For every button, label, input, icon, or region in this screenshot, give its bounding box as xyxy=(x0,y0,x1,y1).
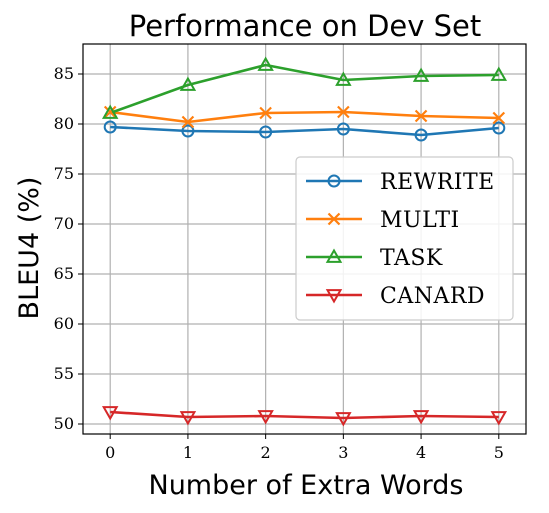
legend-label-task: TASK xyxy=(380,246,443,271)
data-point-task xyxy=(179,76,197,91)
data-point-rewrite xyxy=(259,125,273,139)
x-tick-label: 3 xyxy=(338,443,348,462)
y-tick-label: 70 xyxy=(54,214,74,233)
x-axis-label: Number of Extra Words xyxy=(149,470,464,501)
x-tick-label: 5 xyxy=(494,443,504,462)
legend-label-multi: MULTI xyxy=(380,208,460,233)
legend-item-task: TASK xyxy=(306,246,443,271)
series-line-canard xyxy=(110,410,499,420)
y-tick-label: 75 xyxy=(54,164,74,183)
data-point-task xyxy=(335,71,352,86)
legend-item-multi: MULTI xyxy=(306,208,460,233)
data-point-rewrite xyxy=(414,128,428,142)
data-point-rewrite xyxy=(492,121,506,135)
plot-frame xyxy=(82,43,527,435)
x-tick-label: 0 xyxy=(105,443,115,462)
x-tick-label: 2 xyxy=(261,443,271,462)
series-line-task xyxy=(109,63,499,115)
data-point-canard xyxy=(490,411,508,426)
series-line-multi xyxy=(110,110,499,124)
data-point-task xyxy=(257,56,274,71)
x-tick-label: 1 xyxy=(183,443,193,462)
legend-item-canard: CANARD xyxy=(306,284,485,309)
data-point-canard xyxy=(179,411,197,426)
data-point-multi xyxy=(414,109,428,123)
data-point-task xyxy=(412,67,430,82)
legend-marker-multi xyxy=(327,212,341,226)
y-axis-label: BLEU4 (%) xyxy=(14,177,45,320)
y-tick-label: 85 xyxy=(54,64,74,83)
series-line-rewrite xyxy=(110,125,499,137)
data-point-multi xyxy=(337,105,350,119)
data-point-canard xyxy=(335,412,352,427)
y-tick-label: 50 xyxy=(54,414,74,433)
data-point-canard xyxy=(257,410,274,425)
series-markers xyxy=(101,56,508,427)
y-tick-label: 55 xyxy=(54,364,74,383)
data-point-canard xyxy=(101,406,119,421)
data-point-multi xyxy=(181,115,195,129)
legend-box xyxy=(295,156,514,321)
data-point-task xyxy=(490,66,508,81)
series-lines xyxy=(109,63,499,420)
y-tick-label: 80 xyxy=(54,114,74,133)
data-point-rewrite xyxy=(181,124,195,138)
data-point-rewrite xyxy=(103,120,117,134)
legend-label-canard: CANARD xyxy=(380,284,485,309)
chart-title: Performance on Dev Set xyxy=(129,9,482,43)
legend-marker-canard xyxy=(325,289,343,304)
y-tick-label: 60 xyxy=(54,314,74,333)
legend: REWRITE MULTI TASK CANARD xyxy=(295,156,514,321)
data-point-canard xyxy=(412,410,430,425)
data-point-multi xyxy=(103,105,117,119)
y-tick-label: 65 xyxy=(54,264,74,283)
data-point-rewrite xyxy=(336,122,350,136)
data-point-task xyxy=(101,104,119,119)
legend-marker-task xyxy=(325,248,343,263)
legend-marker-rewrite xyxy=(327,174,341,188)
x-tick-label: 4 xyxy=(416,443,426,462)
data-point-multi xyxy=(492,111,506,125)
legend-item-rewrite: REWRITE xyxy=(306,170,495,195)
legend-label-rewrite: REWRITE xyxy=(380,170,495,195)
data-point-multi xyxy=(259,106,272,120)
